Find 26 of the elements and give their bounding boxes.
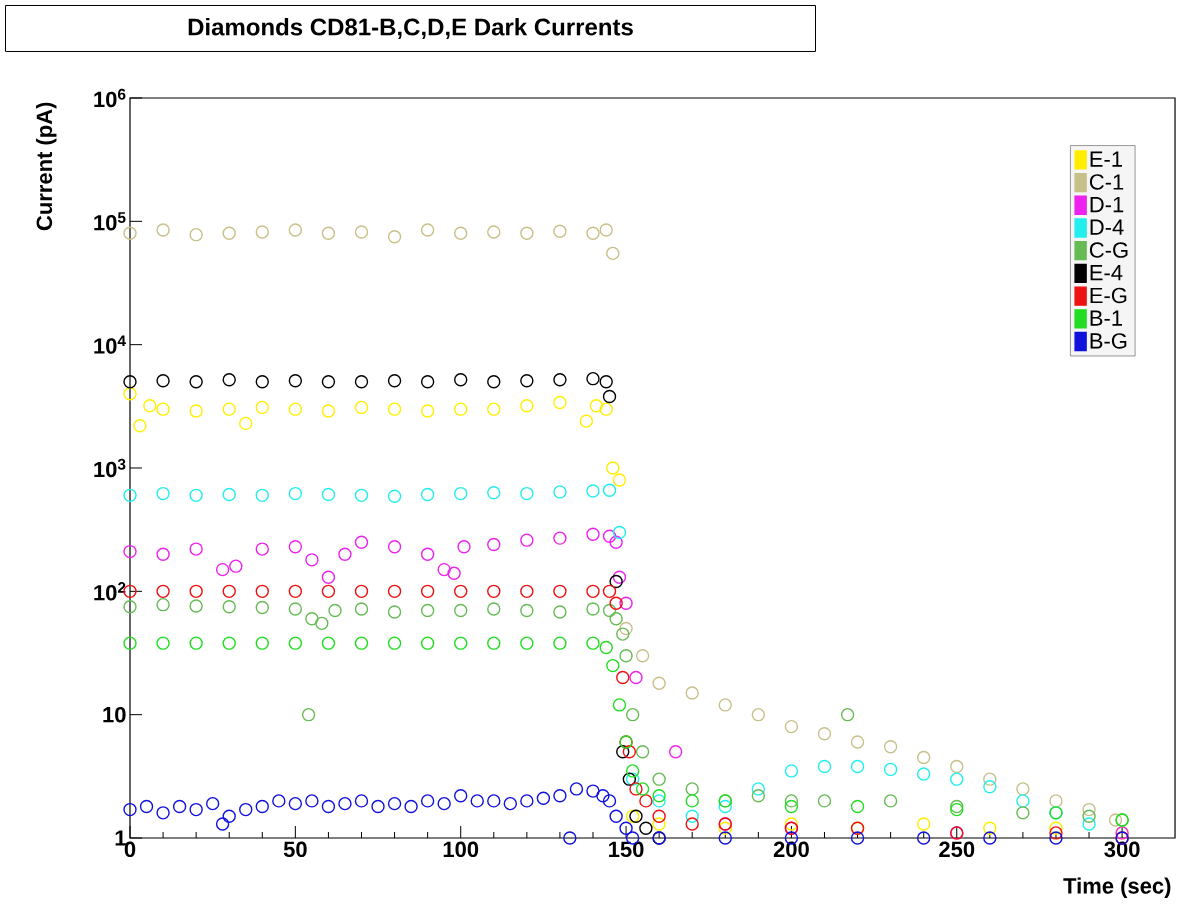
x-tick-label: 250 [939,841,975,858]
y-tick-label: 10$^{3}$ [94,458,126,478]
y-tick-label: 10$^{5}$ [94,212,126,231]
legend-label: D-4 [1090,219,1124,235]
legend-label: E-G [1090,287,1127,304]
y-tick-label: 10$^{2}$ [94,582,126,601]
legend-label: B-1 [1090,310,1122,326]
x-tick-label: 0 [124,841,136,858]
y-tick-label: 10$^{4}$ [94,335,126,354]
x-tick-label: 50 [283,841,307,858]
y-axis-title: Current (pA) [35,102,57,231]
chart-title: Diamonds CD81-B,C,D,E Dark Currents [188,17,633,40]
x-tick-label: 100 [443,841,479,858]
y-tick-label: 1 [115,830,126,846]
x-tick-label: 150 [609,841,644,858]
legend-label: D-1 [1090,197,1124,213]
legend-label: C-1 [1089,174,1124,190]
legend-label: C-G [1089,242,1128,258]
legend-label: E-4 [1090,265,1123,281]
legend-label: B-G [1090,333,1127,349]
x-tick-label: 300 [1104,841,1140,858]
legend-label: E-1 [1090,151,1122,167]
y-tick-label: 10 [103,706,126,723]
x-tick-label: 200 [773,841,809,858]
x-axis-title: Time (sec) [1063,877,1171,899]
y-tick-label: 10$^{6}$ [94,88,126,108]
